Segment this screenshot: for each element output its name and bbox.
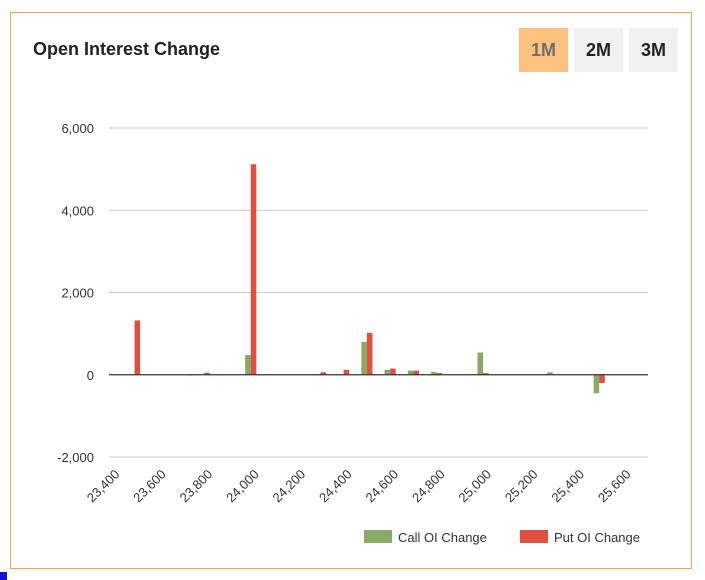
- corner-marker: [0, 572, 7, 580]
- range-2m-button[interactable]: 2M: [574, 28, 623, 72]
- call-bar-24700: [407, 370, 414, 375]
- put-bar-24700: [413, 370, 419, 375]
- put-bar-24400: [343, 369, 350, 375]
- put-bar-25500: [599, 374, 605, 383]
- put-bar-24800: [436, 373, 443, 375]
- range-selector: 1M 2M 3M: [519, 28, 678, 72]
- put-bar-24300: [320, 372, 326, 375]
- x-tick-label: 23,800: [177, 467, 216, 506]
- call-bar-24800: [431, 371, 437, 375]
- x-tick-label: 24,600: [363, 467, 402, 506]
- y-tick-label: 0: [87, 368, 94, 383]
- y-tick-label: 6,000: [61, 121, 94, 136]
- put-bar-24500: [366, 332, 373, 375]
- call-bar-25300: [547, 372, 553, 375]
- chart-card: Open Interest Change 1M 2M 3M: [10, 12, 692, 569]
- call-bar-25000: [477, 352, 484, 375]
- put-bar-23500: [134, 320, 141, 375]
- x-tick-label: 23,600: [130, 467, 169, 506]
- x-tick-label: 25,400: [548, 467, 587, 506]
- put-bar-25000: [483, 373, 489, 375]
- x-tick-label: 24,000: [223, 467, 262, 506]
- call-bar-24600: [384, 369, 391, 375]
- chart-title: Open Interest Change: [33, 39, 221, 59]
- x-tick-label: 24,400: [316, 467, 355, 506]
- legend-label-call: Call OI Change: [398, 530, 487, 545]
- y-tick-label: 2,000: [61, 286, 94, 301]
- call-bar-25500: [593, 374, 600, 394]
- legend-swatch-put: [520, 530, 548, 543]
- range-1m-button[interactable]: 1M: [519, 28, 568, 72]
- range-3m-button[interactable]: 3M: [629, 28, 678, 72]
- legend-swatch-call: [364, 530, 392, 543]
- y-tick-label: 4,000: [61, 203, 94, 218]
- call-bar-24500: [361, 341, 367, 375]
- x-tick-label: 25,600: [595, 467, 634, 506]
- call-bar-24000: [245, 355, 251, 375]
- x-tick-label: 24,200: [270, 467, 309, 506]
- put-bar-24000: [250, 164, 257, 375]
- x-tick-label: 25,000: [455, 467, 494, 506]
- x-tick-label: 24,800: [409, 467, 448, 506]
- legend-label-put: Put OI Change: [554, 530, 640, 545]
- y-tick-label: -2,000: [57, 450, 94, 465]
- put-bar-23800: [204, 372, 210, 375]
- x-tick-label: 23,400: [84, 467, 123, 506]
- put-bar-24600: [390, 368, 396, 375]
- x-tick-label: 25,200: [502, 467, 541, 506]
